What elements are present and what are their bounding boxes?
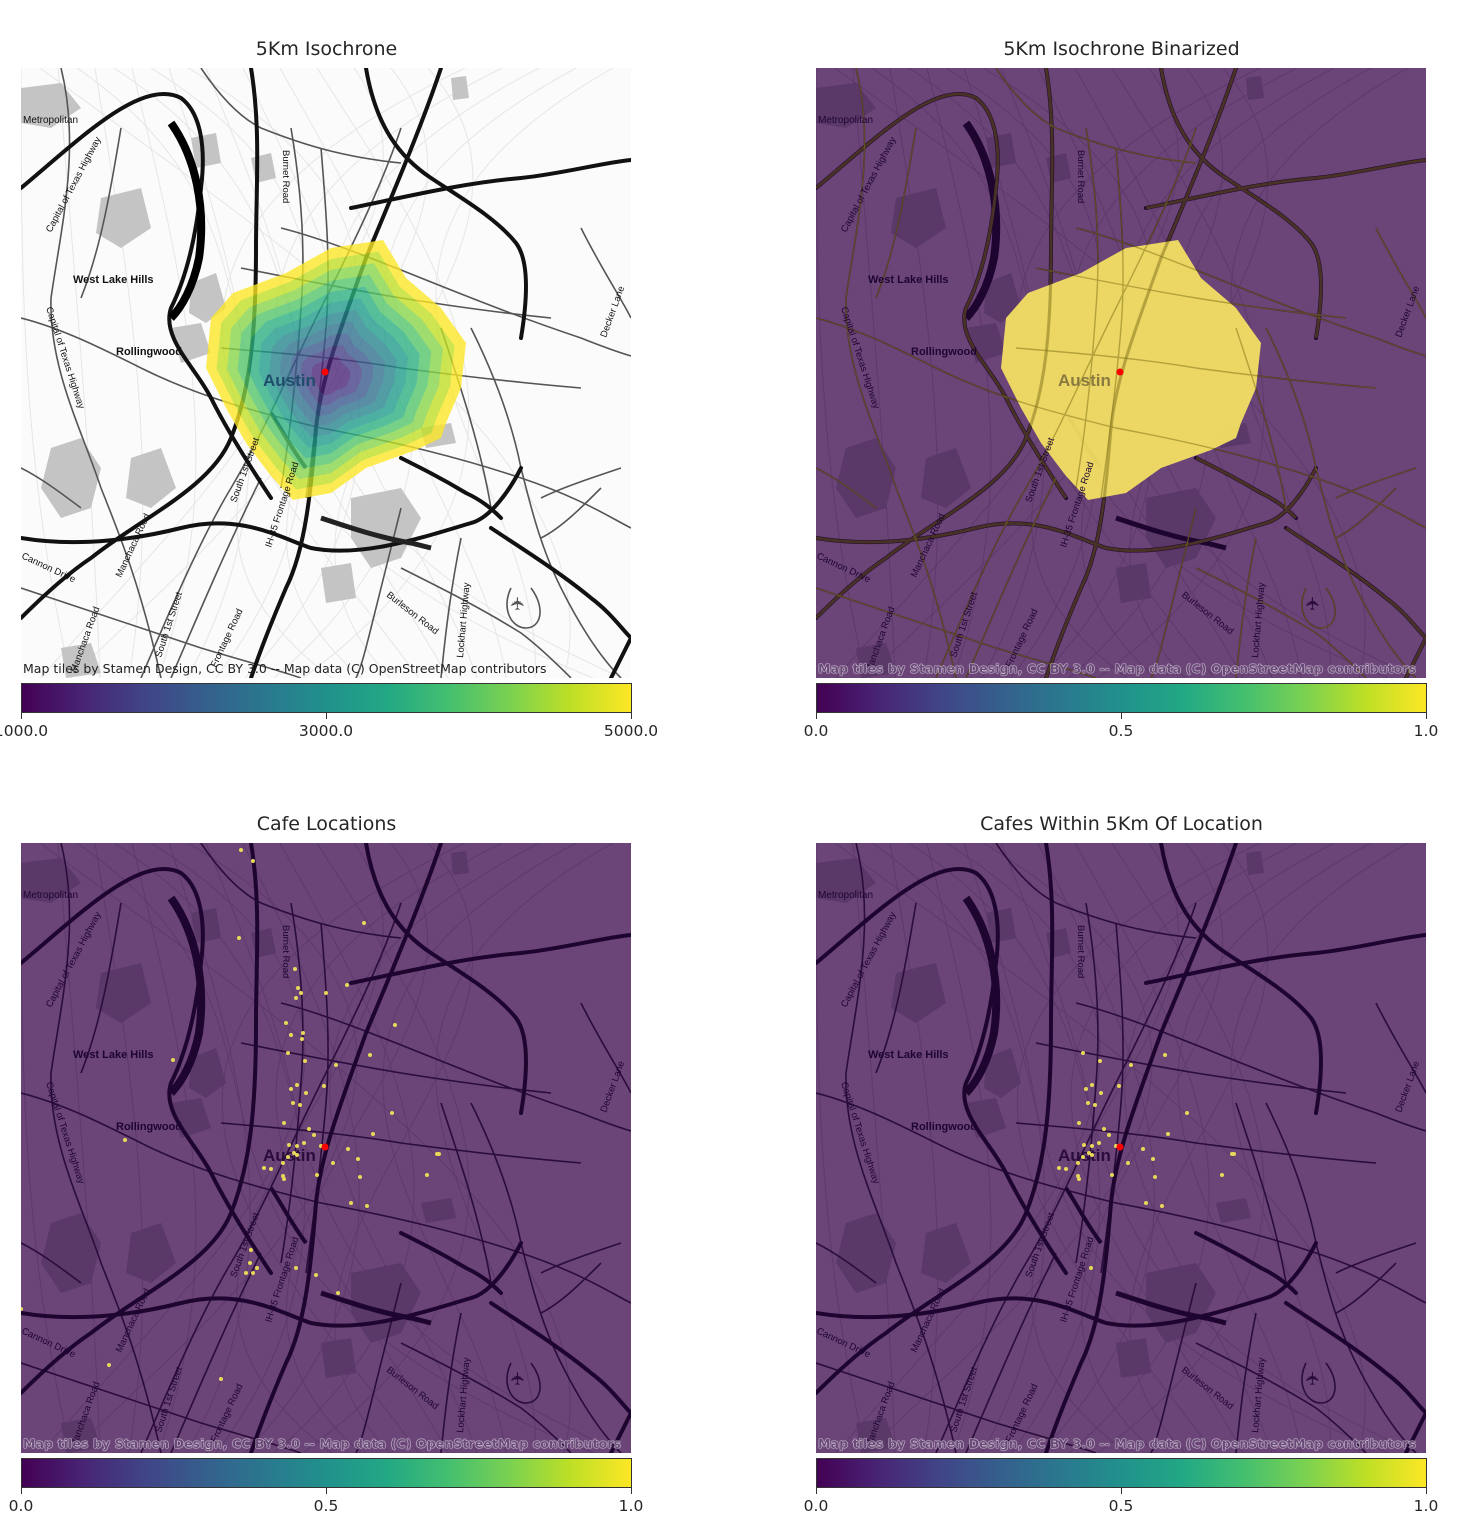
map-attribution: Map tiles by Stamen Design, CC BY 3.0 --… (23, 661, 547, 676)
parks-layer (816, 76, 1264, 678)
airplane-icon: ✈ (508, 596, 529, 611)
map-cafe-locations: ✈ Metropolitan West Lake Hills Rollingwood A… (21, 843, 631, 1453)
colorbar-tick-label: 0.5 (1108, 1497, 1134, 1515)
colorbar-tick (631, 713, 632, 719)
colorbar (21, 1458, 632, 1488)
colorbar-tick (21, 713, 22, 719)
map-label: Burnet Road (1075, 150, 1086, 203)
colorbar-tick-label: 1000.0 (0, 722, 49, 740)
map-label: Rollingwood (116, 1121, 182, 1133)
panel-cafe-locations: Cafe Locations ✈ Metropolitan West Lake Hi… (9, 813, 644, 1515)
origin-marker (1116, 1143, 1124, 1151)
map-isochrone: ✈ Metropolitan West Lake Hills Rollingwood A… (21, 68, 631, 678)
colorbar-tick (631, 1488, 632, 1494)
place-label-austin: Austin (1058, 371, 1111, 390)
colorbar-tick (1426, 1488, 1427, 1494)
panel-title: Cafe Locations (256, 813, 397, 835)
map-label: Rollingwood (116, 346, 182, 358)
origin-marker (1116, 368, 1124, 376)
origin-marker (321, 368, 329, 376)
map-label: West Lake Hills (868, 1049, 949, 1061)
colorbar-tick-label: 0.0 (8, 1497, 34, 1515)
cafe-points (21, 848, 441, 1381)
colorbar-tick (326, 713, 327, 719)
airplane-icon: ✈ (1303, 596, 1324, 611)
map-label: West Lake Hills (73, 274, 154, 286)
panel-title: Cafes Within 5Km Of Location (980, 813, 1263, 835)
colorbar-tick-label: 1.0 (1413, 722, 1439, 740)
panel-isochrone: 5Km Isochrone ✈ Metropolitan West Lake Hil… (0, 38, 658, 740)
place-label-austin: Austin (263, 1146, 316, 1165)
cafe-points (1057, 1051, 1236, 1270)
panel-cafes-within-5km: Cafes Within 5Km Of Location ✈ Metropolit… (804, 813, 1439, 1515)
map-label: Metropolitan (23, 115, 78, 126)
colorbar-tick (326, 1488, 327, 1494)
map-attribution: Map tiles by Stamen Design, CC BY 3.0 --… (818, 661, 1417, 676)
colorbar (816, 683, 1427, 713)
place-label-austin: Austin (263, 371, 316, 390)
origin-marker (321, 1143, 329, 1151)
map-label: West Lake Hills (73, 1049, 154, 1061)
colorbar-tick-label: 3000.0 (298, 722, 354, 740)
airplane-icon: ✈ (1303, 1371, 1324, 1386)
colorbar-tick (1121, 713, 1122, 719)
colorbar-tick-label: 1.0 (1413, 1497, 1439, 1515)
colorbar-tick-label: 0.0 (803, 722, 829, 740)
map-attribution: Map tiles by Stamen Design, CC BY 3.0 --… (23, 1436, 622, 1451)
map-label: Metropolitan (818, 890, 873, 901)
map-label: Rollingwood (911, 346, 977, 358)
map-label: West Lake Hills (868, 274, 949, 286)
colorbar-tick-label: 0.5 (1108, 722, 1134, 740)
colorbar-tick (816, 713, 817, 719)
map-attribution: Map tiles by Stamen Design, CC BY 3.0 --… (818, 1436, 1417, 1451)
map-label: Burnet Road (1075, 925, 1086, 978)
colorbar-tick (816, 1488, 817, 1494)
panel-title: 5Km Isochrone (255, 38, 398, 60)
colorbar-tick-label: 5000.0 (603, 722, 659, 740)
panel-isochrone-binarized: 5Km Isochrone Binarized ✈ Metropolitan Wes… (804, 38, 1439, 740)
colorbar-tick-label: 1.0 (618, 1497, 644, 1515)
colorbar (21, 683, 632, 713)
map-cafes-within-5km: ✈ Metropolitan West Lake Hills Rollingwood A… (816, 843, 1426, 1453)
colorbar (816, 1458, 1427, 1488)
colorbar-tick (1426, 713, 1427, 719)
map-isochrone-binarized: ✈ Metropolitan West Lake Hills Rollingwood A… (816, 68, 1426, 678)
colorbar-tick-label: 0.5 (313, 1497, 339, 1515)
colorbar-tick (1121, 1488, 1122, 1494)
isochrone-binarized-area (1001, 240, 1261, 500)
panel-title: 5Km Isochrone Binarized (1003, 38, 1240, 60)
map-label: Burnet Road (280, 925, 291, 978)
isochrone-heatmap (206, 240, 466, 500)
airplane-icon: ✈ (508, 1371, 529, 1386)
place-label-austin: Austin (1058, 1146, 1111, 1165)
map-label: Rollingwood (911, 1121, 977, 1133)
map-label: Metropolitan (23, 890, 78, 901)
map-label: Metropolitan (818, 115, 873, 126)
colorbar-tick-label: 0.0 (803, 1497, 829, 1515)
colorbar-tick (21, 1488, 22, 1494)
map-label: Burnet Road (280, 150, 291, 203)
